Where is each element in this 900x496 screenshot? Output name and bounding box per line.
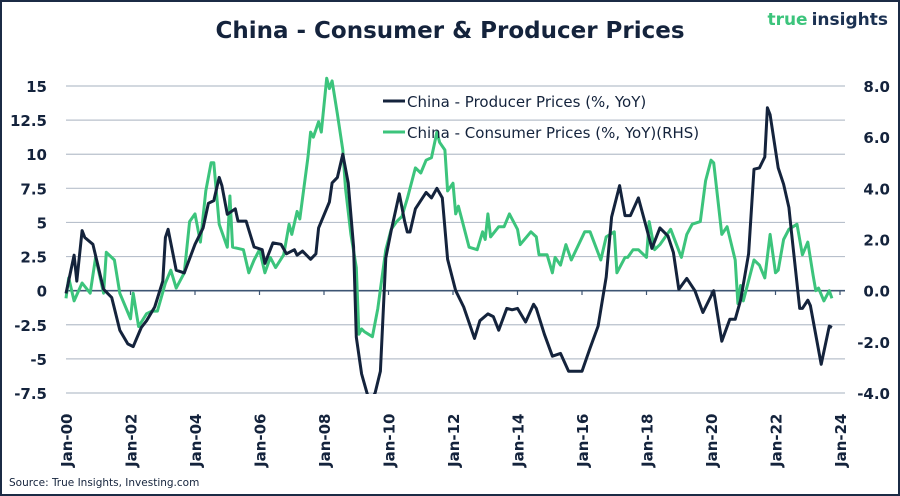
y-left-tick-label: 12.5 (10, 112, 47, 130)
producer-prices-line (64, 106, 833, 394)
logo-true: true (767, 10, 807, 30)
consumer-prices-line (64, 76, 834, 339)
x-tick-label: Jan-14 (510, 414, 528, 468)
x-tick-label: Jan-16 (574, 414, 592, 468)
x-tick-label: Jan-04 (187, 414, 205, 468)
x-tick-label: Jan-22 (768, 414, 786, 468)
logo: true insights (767, 10, 888, 30)
series-lines (64, 76, 834, 394)
x-axis: Jan-00 Jan-02 Jan-04 Jan-06 Jan-08 Jan-10 Jan-… (58, 290, 850, 468)
logo-insights: insights (812, 10, 888, 30)
x-tick-label: Jan-08 (316, 414, 334, 468)
y-left-tick-label: 7.5 (20, 180, 47, 198)
y-left-tick-label: 15 (26, 78, 47, 96)
source-note: Source: True Insights, Investing.com (9, 477, 199, 489)
y-left-tick-label: 5 (37, 214, 47, 232)
left-y-axis: -7.5 -5 -2.5 0 2.5 5 7.5 10 12.5 15 (10, 78, 47, 403)
x-tick-label: Jan-02 (123, 414, 141, 468)
y-right-tick-label: 0.0 (863, 283, 890, 301)
right-y-axis: -4.0 -2.0 0.0 2.0 4.0 6.0 8.0 (857, 78, 890, 403)
y-right-tick-label: 6.0 (863, 129, 890, 147)
x-tick-label: Jan-18 (639, 414, 657, 468)
y-right-tick-label: 8.0 (863, 78, 890, 96)
x-tick-label: Jan-00 (58, 414, 76, 468)
x-tick-label: Jan-20 (703, 414, 721, 468)
y-left-tick-label: 10 (26, 146, 47, 164)
y-right-tick-label: -2.0 (857, 334, 890, 352)
legend: China - Producer Prices (%, YoY) China -… (383, 93, 699, 142)
x-tick-label: Jan-10 (381, 414, 399, 468)
y-left-tick-label: 0 (37, 283, 47, 301)
y-left-tick-label: -7.5 (14, 385, 47, 403)
y-right-tick-label: 2.0 (863, 232, 890, 250)
y-right-tick-label: -4.0 (857, 385, 890, 403)
y-left-tick-label: -5 (30, 351, 47, 369)
x-tick-label: Jan-06 (252, 414, 270, 468)
y-right-tick-label: 4.0 (863, 180, 890, 198)
x-tick-label: Jan-12 (445, 414, 463, 468)
legend-label-producer: China - Producer Prices (%, YoY) (407, 93, 646, 111)
chart-title: China - Consumer & Producer Prices (215, 18, 684, 44)
x-tick-label: Jan-24 (832, 414, 850, 468)
legend-label-consumer: China - Consumer Prices (%, YoY)(RHS) (407, 124, 699, 142)
y-left-tick-label: -2.5 (14, 317, 47, 335)
y-left-tick-label: 2.5 (20, 249, 47, 267)
